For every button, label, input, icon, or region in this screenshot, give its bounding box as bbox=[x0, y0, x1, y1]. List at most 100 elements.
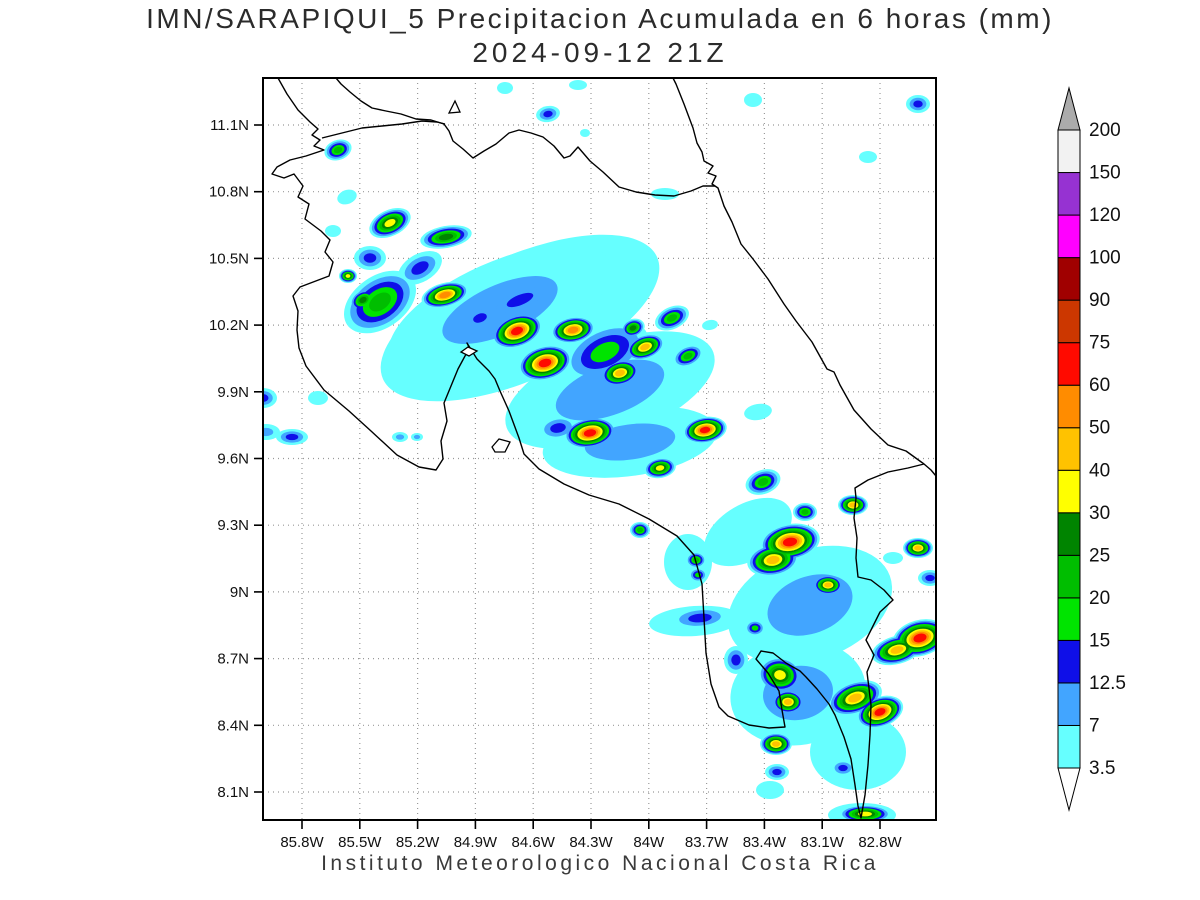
precip-cell-band bbox=[782, 537, 798, 547]
precip-cell-band bbox=[683, 352, 693, 360]
precip-cell-band bbox=[640, 343, 650, 351]
colorbar-segment bbox=[1057, 682, 1081, 726]
precip-cell-band bbox=[651, 188, 679, 200]
colorbar-label: 60 bbox=[1089, 375, 1110, 396]
x-tick-label: 82.8W bbox=[858, 834, 902, 851]
colorbar-segment bbox=[1057, 257, 1081, 301]
precip-cell-band bbox=[772, 768, 782, 776]
colorbar-segment bbox=[1057, 299, 1081, 344]
precip-cell-band bbox=[555, 359, 665, 421]
y-tick-label: 10.5N bbox=[209, 250, 249, 267]
precip-cell-band bbox=[766, 555, 780, 565]
precip-cell-band bbox=[774, 670, 786, 680]
precip-cell-band bbox=[506, 292, 534, 308]
precip-cell-band bbox=[567, 326, 579, 334]
colorbar-label: 12.5 bbox=[1089, 673, 1126, 694]
colorbar-label: 120 bbox=[1089, 205, 1121, 226]
y-tick-label: 8.7N bbox=[217, 651, 249, 668]
precip-cell-band bbox=[757, 478, 769, 486]
precip-cell-band bbox=[629, 325, 637, 331]
coastline-path bbox=[335, 78, 715, 197]
colorbar-segment bbox=[1057, 129, 1081, 174]
colorbar-label: 20 bbox=[1089, 588, 1110, 609]
precip-cell-band bbox=[702, 319, 718, 331]
precip-cell-band bbox=[890, 646, 904, 654]
colorbar-label: 90 bbox=[1089, 290, 1110, 311]
precip-cell-band bbox=[744, 93, 762, 107]
precip-cell-band bbox=[333, 146, 343, 154]
precip-cell-band bbox=[771, 741, 781, 747]
precip-cell-band bbox=[859, 151, 877, 163]
map-frame bbox=[262, 77, 937, 821]
colorbar-segment bbox=[1057, 554, 1081, 599]
precip-cell-band bbox=[783, 698, 793, 706]
x-tick-label: 85.5W bbox=[338, 834, 382, 851]
colorbar-segment bbox=[1057, 172, 1081, 216]
precip-cell-band bbox=[925, 574, 935, 582]
precip-cell-band bbox=[359, 296, 367, 304]
precip-cell-band bbox=[913, 100, 923, 108]
precip-cell-band bbox=[756, 781, 784, 799]
precip-cell-band bbox=[325, 225, 341, 237]
colorbar-segment bbox=[1057, 469, 1081, 514]
map-title: IMN/SARAPIQUI_5 Precipitacion Acumulada … bbox=[0, 3, 1200, 69]
precip-cell-band bbox=[511, 326, 523, 336]
precip-cell-band bbox=[699, 426, 711, 434]
precip-cell-band bbox=[413, 434, 421, 440]
precip-cell-band bbox=[285, 433, 299, 441]
colorbar-label: 200 bbox=[1089, 120, 1121, 141]
y-tick-label: 9N bbox=[230, 584, 249, 601]
x-tick-label: 85.2W bbox=[396, 834, 440, 851]
colorbar-label: 3.5 bbox=[1089, 758, 1115, 779]
precip-cell-band bbox=[337, 189, 357, 205]
colorbar-under-arrow bbox=[1057, 767, 1081, 812]
colorbar-segment bbox=[1057, 342, 1081, 386]
island-outline bbox=[447, 99, 461, 114]
y-tick-label: 10.8N bbox=[209, 184, 249, 201]
island-outline bbox=[459, 346, 479, 357]
colorbar-label: 150 bbox=[1089, 163, 1121, 184]
precip-cell-band bbox=[580, 129, 590, 137]
precip-cell-band bbox=[655, 465, 665, 471]
colorbar-label: 40 bbox=[1089, 460, 1110, 481]
colorbar-segment bbox=[1057, 214, 1081, 259]
precip-cell-band bbox=[874, 708, 886, 716]
colorbar-segment bbox=[1057, 597, 1081, 641]
precip-cell-band bbox=[538, 358, 552, 368]
colorbar-segment bbox=[1057, 427, 1081, 471]
x-tick-label: 84W bbox=[633, 834, 665, 851]
y-tick-label: 10.2N bbox=[209, 317, 249, 334]
precip-cell-band bbox=[473, 313, 487, 323]
x-tick-label: 83.1W bbox=[801, 834, 845, 851]
precip-cell-band bbox=[824, 582, 832, 588]
colorbar-over-arrow bbox=[1057, 86, 1081, 131]
colorbar-label: 15 bbox=[1089, 630, 1110, 651]
y-tick-label: 8.4N bbox=[217, 717, 249, 734]
x-tick-label: 84.9W bbox=[454, 834, 498, 851]
precip-cell-band bbox=[883, 552, 903, 564]
colorbar-label: 100 bbox=[1089, 248, 1121, 269]
precip-cell-band bbox=[838, 764, 848, 772]
x-tick-label: 83.7W bbox=[685, 834, 729, 851]
precip-cell-band bbox=[751, 625, 759, 631]
y-tick-label: 9.9N bbox=[217, 384, 249, 401]
colorbar-segment bbox=[1057, 724, 1081, 769]
precip-cell-band bbox=[801, 509, 809, 515]
footer-credit: Instituto Meteorologico Nacional Costa R… bbox=[321, 852, 879, 875]
axes: 11.1N 10.8N 10.5N 10.2N 9.9N 9.6N 9.3N 9N 8.7N 8.… bbox=[209, 117, 903, 851]
precip-cell-band bbox=[636, 527, 644, 533]
coastline-path bbox=[321, 120, 446, 139]
colorbar-segment bbox=[1057, 512, 1081, 556]
colorbar-label: 7 bbox=[1089, 715, 1100, 736]
precip-cell-band bbox=[263, 427, 274, 437]
precip-cell-band bbox=[666, 314, 678, 322]
y-tick-label: 9.6N bbox=[217, 451, 249, 468]
island-outline bbox=[491, 438, 511, 453]
colorbar-segment bbox=[1057, 384, 1081, 429]
precip-cell-band bbox=[583, 429, 597, 437]
y-tick-label: 9.3N bbox=[217, 517, 249, 534]
title-valid-time: 2024-09-12 21Z bbox=[472, 36, 728, 68]
precip-cell-band bbox=[384, 219, 396, 227]
precip-cell-band bbox=[744, 403, 772, 421]
